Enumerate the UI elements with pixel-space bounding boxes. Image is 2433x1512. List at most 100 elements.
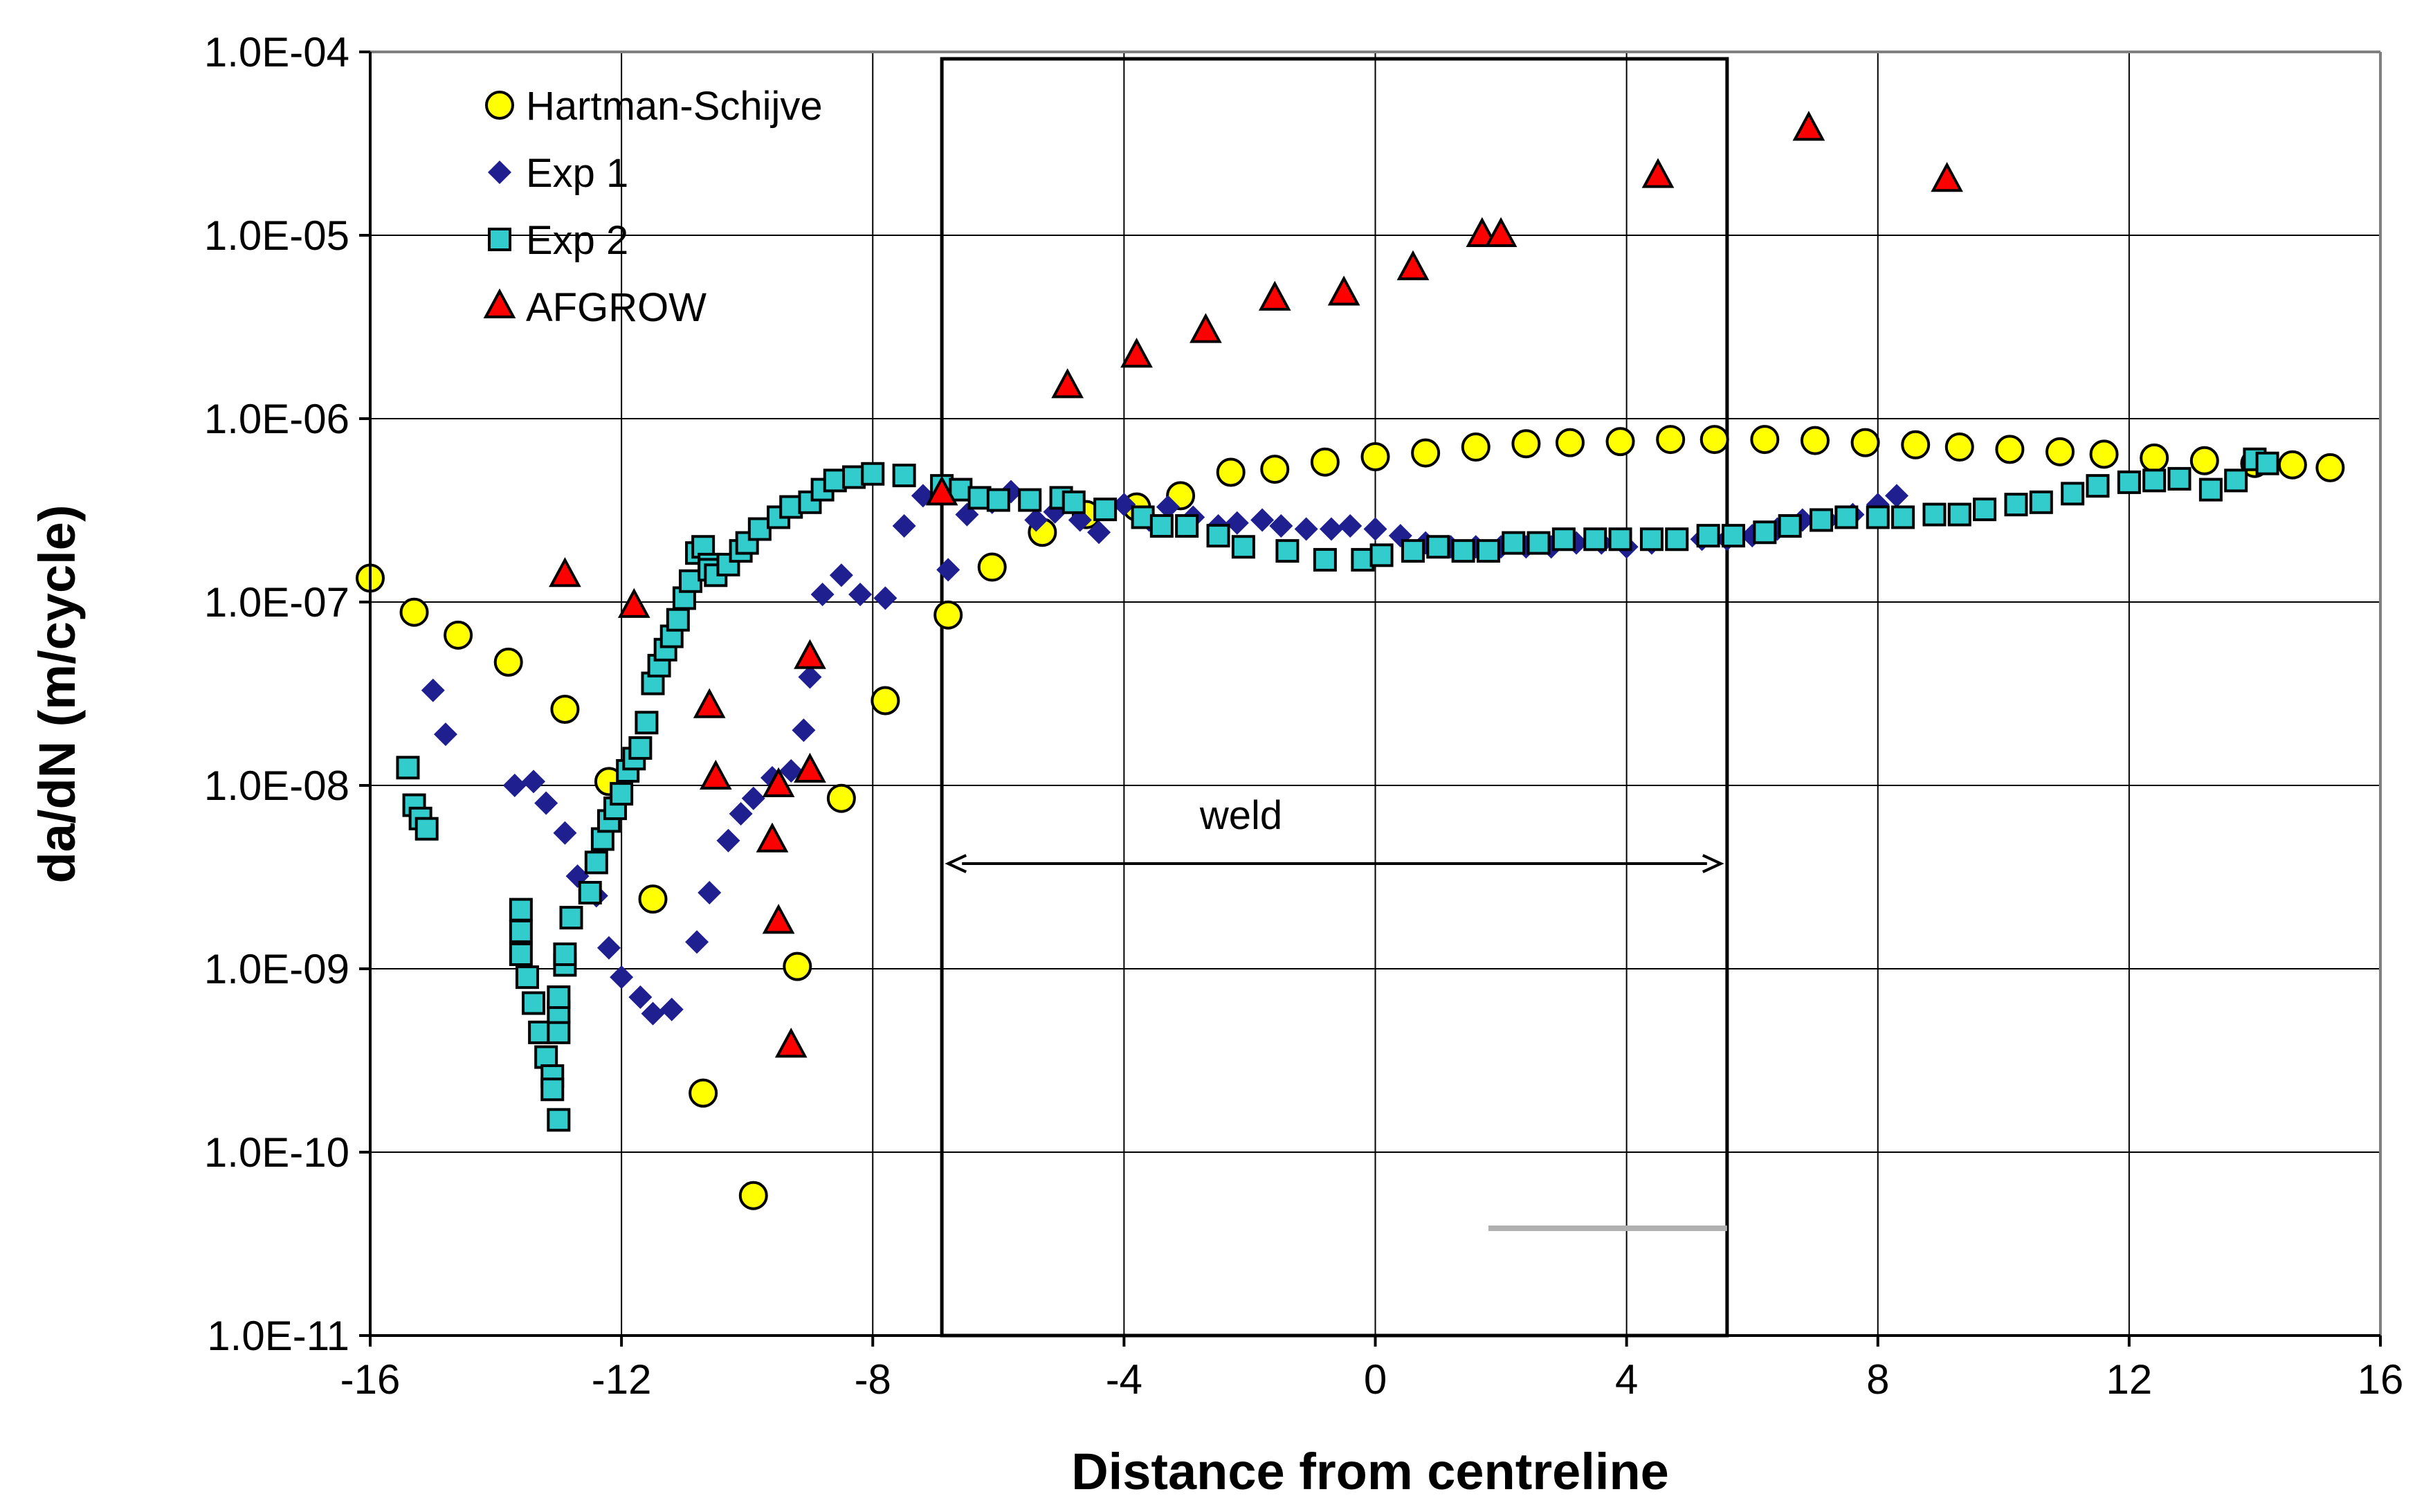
data-point [1891, 505, 1915, 529]
data-point [1605, 427, 1635, 457]
data-point [502, 774, 527, 797]
x-tick-label: 0 [1364, 1356, 1387, 1403]
data-point [421, 678, 445, 702]
data-point [534, 791, 558, 815]
data-point [716, 828, 740, 853]
data-point [1225, 511, 1249, 535]
legend-label: AFGROW [526, 285, 707, 330]
data-point [738, 1181, 768, 1210]
data-point [1583, 527, 1607, 552]
y-tick-label: 1.0E-08 [204, 763, 349, 809]
data-point [1973, 498, 1997, 522]
x-axis-title: Distance from centreline [1071, 1443, 1669, 1500]
data-point [414, 817, 439, 841]
weld-arrow-left-head [945, 854, 967, 873]
y-tick-label: 1.0E-07 [204, 579, 349, 626]
data-point [892, 514, 916, 538]
data-point [1258, 280, 1291, 311]
data-point [1216, 457, 1246, 487]
data-point [2167, 466, 2191, 491]
data-point [1792, 111, 1825, 141]
data-point [1995, 435, 2025, 464]
data-point [1834, 505, 1859, 529]
y-tick-label: 1.0E-04 [204, 29, 349, 75]
data-point [1608, 527, 1632, 552]
data-point [547, 985, 571, 1010]
data-point [2189, 446, 2219, 475]
data-point [1068, 508, 1092, 532]
data-point [1360, 442, 1390, 472]
y-tick-label: 1.0E-10 [204, 1129, 349, 1176]
data-point [1551, 527, 1576, 552]
data-point [1947, 502, 1971, 527]
data-point [666, 608, 690, 632]
data-point [735, 531, 759, 555]
data-point [1641, 158, 1675, 188]
data-point [547, 1020, 571, 1044]
data-point [2277, 450, 2307, 480]
data-point [1665, 527, 1689, 552]
data-point [549, 557, 581, 588]
data-point [1310, 447, 1340, 477]
data-point [967, 486, 992, 510]
data-point [1313, 547, 1337, 572]
data-point [2029, 490, 2053, 514]
data-point [641, 1001, 665, 1026]
data-point [2004, 493, 2028, 517]
data-point [871, 686, 900, 716]
data-points [356, 111, 2345, 1210]
data-point [792, 718, 816, 743]
data-point [779, 495, 803, 519]
data-point [1555, 428, 1585, 457]
data-point [1231, 535, 1255, 559]
data-point [1656, 425, 1686, 455]
data-point [794, 639, 826, 669]
data-point [610, 965, 634, 990]
x-tick-label: -8 [855, 1356, 891, 1403]
data-point [522, 769, 546, 794]
data-point [1451, 539, 1475, 563]
data-point [861, 462, 885, 486]
data-point [1093, 498, 1118, 522]
legend-marker [488, 161, 511, 184]
data-point [1206, 524, 1230, 548]
data-point [1922, 502, 1947, 527]
data-point [1319, 517, 1343, 541]
data-point [1156, 495, 1180, 519]
data-point [1327, 275, 1360, 306]
data-point [1884, 484, 1908, 508]
data-point [986, 488, 1010, 512]
data-point [1461, 432, 1491, 462]
data-point [1750, 425, 1780, 455]
data-point [1401, 539, 1425, 563]
x-tick-label: 12 [2106, 1356, 2153, 1403]
data-point [433, 722, 457, 747]
data-point [2315, 453, 2345, 482]
data-point [1087, 520, 1111, 545]
data-point [933, 600, 963, 630]
data-point [1275, 539, 1300, 563]
data-point [1944, 432, 1974, 462]
data-point [1149, 514, 1174, 538]
data-point [553, 942, 577, 967]
data-point [1527, 531, 1551, 555]
data-point [798, 665, 822, 689]
data-point [1426, 535, 1450, 559]
x-tick-label: -12 [592, 1356, 652, 1403]
data-point [1810, 508, 1834, 532]
axis-ticks: 1.0E-11 1.0E-10 1.0E-09 1.0E-08 1.0E-07 1.0E-… [204, 29, 2404, 1403]
data-point [659, 997, 684, 1021]
data-point [1120, 338, 1153, 368]
y-axis-title: da/dN (m/cycle) [28, 505, 86, 884]
data-point [689, 1078, 718, 1108]
data-point [949, 477, 973, 502]
data-point [1778, 514, 1802, 538]
data-point [1061, 490, 1086, 514]
data-point [1396, 250, 1430, 280]
data-point [1850, 428, 1880, 457]
data-point [783, 951, 812, 981]
data-point [509, 942, 533, 967]
data-point [1476, 539, 1500, 563]
data-point [925, 475, 958, 506]
data-point [638, 884, 668, 914]
